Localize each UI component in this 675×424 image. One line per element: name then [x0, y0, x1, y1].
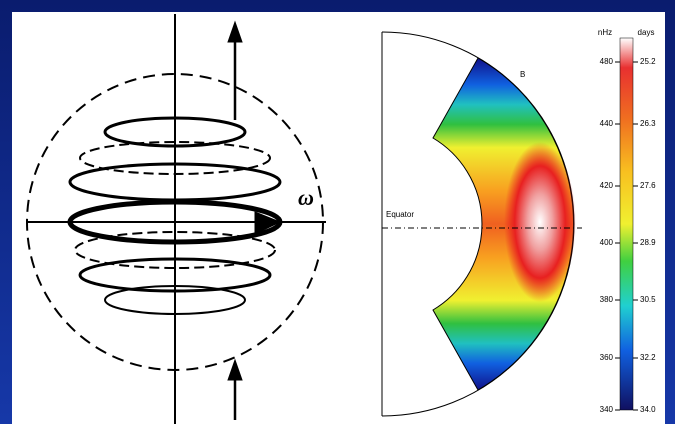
right-tick-label: 25.2 — [640, 57, 656, 66]
equator-label: Equator — [386, 210, 414, 219]
omega-label: ω — [298, 185, 314, 210]
colorbar — [620, 38, 633, 410]
right-tick-label: 26.3 — [640, 119, 656, 128]
left-tick-label: 440 — [600, 119, 614, 128]
right-tick-label: 28.9 — [640, 238, 656, 247]
left-tick-label: 380 — [600, 295, 614, 304]
colorbar-right-title: days — [638, 28, 655, 37]
page: {"diagram": {"omega_label": "ω", "equato… — [0, 0, 675, 424]
right-tick-label: 30.5 — [640, 295, 656, 304]
right-tick-label: 34.0 — [640, 405, 656, 414]
colorbar-left-title: nHz — [598, 28, 612, 37]
left-tick-label: 340 — [600, 405, 614, 414]
left-tick-label: 480 — [600, 57, 614, 66]
left-tick-label: 420 — [600, 181, 614, 190]
figure: ω Equator B nHz days 480 440 420 400 380 360 3… — [0, 0, 675, 424]
right-tick-label: 27.6 — [640, 181, 656, 190]
left-tick-label: 360 — [600, 353, 614, 362]
panel-label: B — [520, 70, 525, 79]
right-tick-label: 32.2 — [640, 353, 656, 362]
left-tick-label: 400 — [600, 238, 614, 247]
